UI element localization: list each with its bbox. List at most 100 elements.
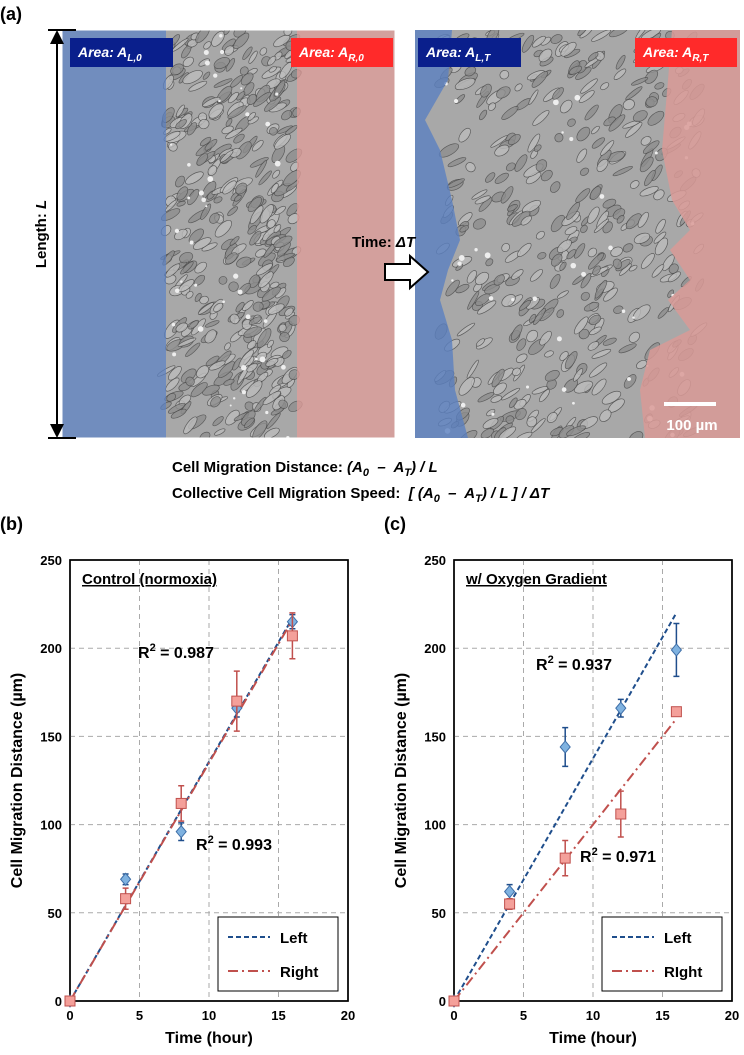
cell [225, 118, 233, 127]
cell [622, 243, 634, 253]
cell [474, 195, 491, 205]
cell [613, 305, 624, 314]
area-label-box [291, 38, 393, 67]
debris [561, 131, 564, 134]
cell [602, 337, 617, 346]
cell [222, 180, 237, 195]
cell [466, 270, 477, 284]
cell [200, 203, 212, 220]
arrow-head [50, 30, 64, 44]
cell [204, 329, 217, 344]
debris [458, 254, 465, 261]
data-point [559, 852, 571, 864]
cell [603, 287, 618, 302]
cell [243, 417, 255, 429]
cell [256, 328, 272, 349]
cell [274, 133, 291, 150]
x-tick-label: 5 [136, 1008, 143, 1023]
legend-box [601, 916, 723, 992]
cell [644, 69, 659, 84]
r-squared-base: R [196, 837, 208, 854]
cell [509, 397, 518, 409]
debris [484, 252, 491, 259]
formula-sub: 0 [434, 493, 441, 505]
y-tick-label: 100 [40, 818, 62, 833]
cell [175, 119, 187, 130]
r-squared-sup: 2 [548, 654, 554, 666]
y-axis-label: Cell Migration Distance (µm) [393, 673, 410, 888]
r-squared-text: = 0.971 [598, 849, 656, 866]
cell [628, 264, 638, 272]
cell [535, 159, 548, 172]
panel-label: (c) [384, 514, 406, 534]
cell [653, 189, 665, 201]
cell [229, 313, 240, 325]
cell [569, 65, 583, 75]
legend-label: Right [280, 964, 318, 981]
area-label: Area: AL,0 [77, 44, 142, 64]
cell [517, 242, 532, 257]
cell [236, 365, 250, 385]
cell [228, 281, 239, 292]
cell [266, 339, 274, 348]
x-tick-label: 15 [655, 1008, 669, 1023]
cell [654, 82, 665, 90]
cell [247, 224, 257, 235]
cell [475, 271, 490, 286]
debris [174, 288, 180, 293]
debris [205, 205, 208, 208]
r-squared-sup: 2 [150, 642, 156, 654]
formula-sub: T [475, 493, 483, 505]
r-squared: R2 = 0.937 [536, 654, 612, 674]
cell [591, 378, 607, 396]
cell [464, 66, 477, 77]
cell [202, 96, 221, 108]
y-axis-label: Cell Migration Distance (µm) [9, 673, 26, 888]
cell [608, 114, 626, 132]
cell [566, 201, 581, 220]
cell [566, 249, 577, 260]
cell [267, 55, 277, 66]
debris [621, 309, 626, 314]
cell [183, 416, 198, 435]
cell [537, 252, 547, 260]
cell [593, 218, 610, 234]
y-tick-label: 150 [40, 729, 62, 744]
area-label-box [635, 38, 737, 67]
cell [249, 205, 264, 225]
cell [549, 274, 561, 289]
cell [185, 376, 195, 387]
cell [179, 251, 194, 264]
cell [465, 162, 476, 173]
cell [217, 361, 236, 379]
debris [229, 404, 232, 407]
cell [249, 157, 269, 168]
x-axis-label: Time (hour) [165, 1030, 253, 1047]
debris [174, 228, 180, 234]
cell [455, 283, 470, 294]
cell [559, 99, 573, 114]
cell [204, 139, 218, 151]
cell [199, 431, 211, 438]
cell [177, 337, 197, 347]
y-tick-label: 250 [40, 553, 62, 568]
cell [539, 330, 552, 346]
cell [589, 326, 602, 336]
formula-part: [ (A [408, 485, 434, 502]
formula-label: Collective Cell Migration Speed: [172, 485, 409, 502]
r-squared-base: R [580, 849, 592, 866]
cell [236, 256, 252, 268]
debris [219, 49, 225, 55]
cell [580, 78, 598, 94]
cell [182, 70, 203, 85]
data-point [503, 884, 516, 899]
cell [255, 248, 267, 258]
r-squared-base: R [138, 645, 150, 662]
cell [209, 212, 220, 224]
cell [655, 218, 666, 234]
cell [227, 105, 247, 119]
debris [189, 240, 194, 245]
cell [233, 32, 250, 50]
cell [629, 180, 640, 189]
